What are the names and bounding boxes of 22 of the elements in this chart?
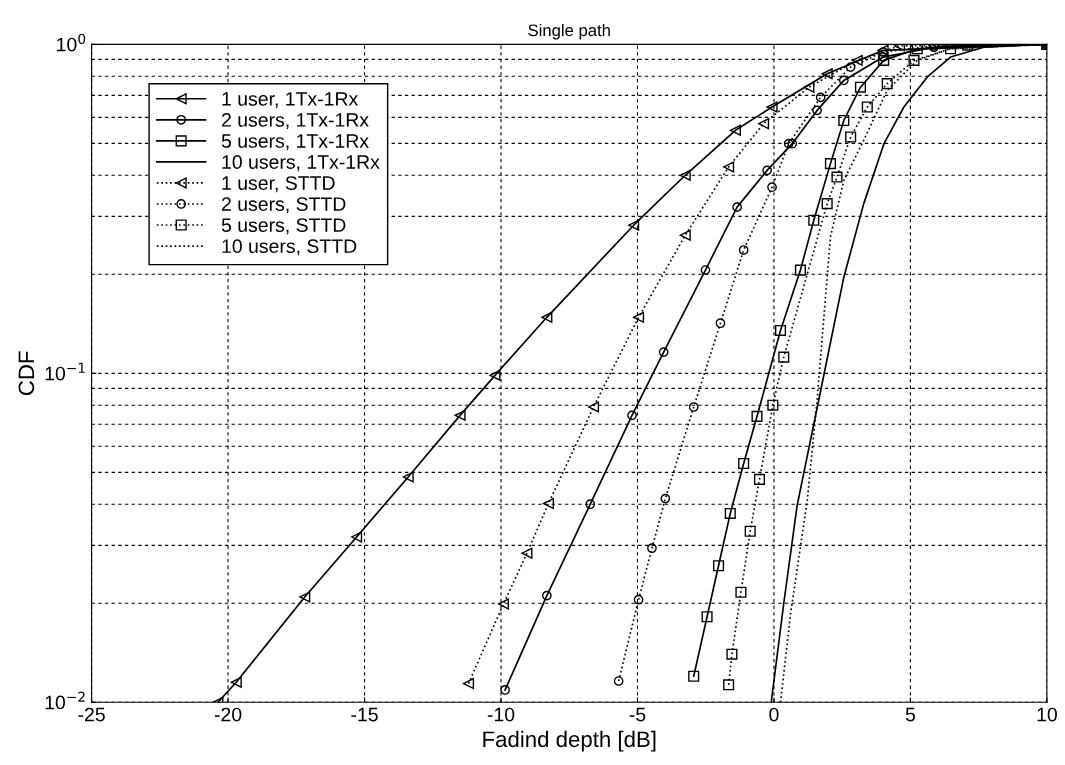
x-tick-label: -5: [629, 707, 646, 722]
x-tick-label: -10: [487, 707, 515, 722]
x-axis-title: Fadind depth [dB]: [483, 730, 656, 752]
legend-label: 5 users, STTD: [221, 218, 346, 235]
x-tick-label: 5: [905, 707, 916, 722]
x-tick-label: -25: [78, 707, 105, 722]
y-tick-label: 10$^{−1}$: [45, 362, 85, 381]
legend-label: 2 users, 1Tx-1Rx: [222, 113, 369, 130]
y-tick-label: 10$^{0}$: [57, 33, 86, 52]
x-tick-label: -20: [214, 707, 242, 722]
legend-label: 1 user, 1Tx-1Rx: [222, 92, 359, 109]
x-tick-label: 0: [769, 707, 779, 722]
x-tick-label: 10: [1037, 707, 1057, 722]
y-axis-title: CDF: [18, 351, 35, 396]
legend-label: 10 users, 1Tx-1Rx: [222, 155, 380, 172]
y-tick-label: 10$^{−2}$: [45, 691, 85, 710]
x-tick-label: -15: [351, 707, 378, 722]
legend-label: 1 user, STTD: [222, 176, 335, 193]
chart-title: Single path: [528, 23, 610, 40]
legend-label: 2 users, STTD: [222, 197, 346, 214]
legend-label: 5 users, 1Tx-1Rx: [221, 134, 369, 151]
legend-label: 10 users, STTD: [222, 239, 357, 256]
